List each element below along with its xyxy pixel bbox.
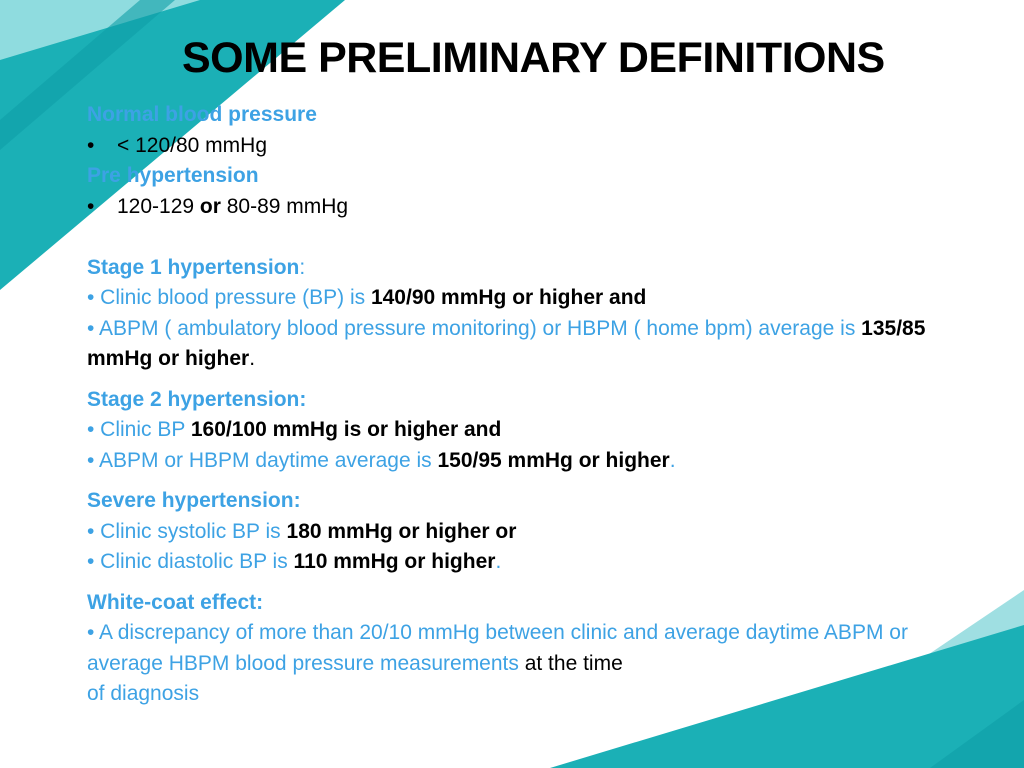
- stage2-b2-text: • ABPM or HBPM daytime average is: [87, 448, 438, 472]
- definitions-body: Normal blood pressure • < 120/80 mmHg Pre…: [87, 100, 967, 710]
- stage2-b1-text: • Clinic BP: [87, 418, 191, 441]
- severe-heading: Severe hypertension:: [87, 489, 301, 512]
- stage1-b2-bold: 135/85 mmHg or higher: [87, 316, 926, 371]
- bottom-right-dark-stripe: [930, 700, 1024, 768]
- normal-bp-value: < 120/80 mmHg: [117, 133, 267, 157]
- severe-b2-bold: 110 mmHg or higher: [293, 550, 496, 573]
- stage1-bullet-1: • Clinic blood pressure (BP) is 140/90 m…: [87, 283, 967, 314]
- stage1-heading: Stage 1 hypertension:: [87, 253, 967, 284]
- normal-bp-item: • < 120/80 mmHg: [87, 131, 967, 162]
- stage1-b1-bold: 140/90 mmHg or higher and: [370, 286, 647, 309]
- bullet: •: [87, 194, 95, 218]
- white-coat-b1-text: • A discrepancy of more than 20/10 mmHg …: [87, 621, 908, 675]
- pre-hypertension-heading: Pre hypertension: [87, 164, 259, 187]
- slide-title: SOME PRELIMINARY DEFINITIONS: [182, 34, 885, 82]
- stage2-b2-end: .: [669, 448, 676, 472]
- white-coat-heading: White-coat effect:: [87, 590, 264, 614]
- stage2-heading: Stage 2 hypertension:: [87, 387, 307, 411]
- normal-bp-heading: Normal blood pressure: [87, 103, 317, 126]
- severe-bullet-1: • Clinic systolic BP is 180 mmHg or high…: [87, 517, 967, 548]
- stage2-b1-bold: 160/100 mmHg is or higher and: [190, 418, 502, 441]
- pre-hypertension-or: or: [199, 194, 221, 218]
- severe-b1-text: • Clinic systolic BP is: [87, 519, 287, 543]
- stage1-bullet-2: • ABPM ( ambulatory blood pressure monit…: [87, 314, 967, 375]
- pre-hypertension-item: • 120-129 or 80-89 mmHg: [87, 192, 967, 223]
- severe-bullet-2: • Clinic diastolic BP is 110 mmHg or hig…: [87, 547, 967, 578]
- spacer: [87, 222, 967, 253]
- stage1-heading-text: Stage 1 hypertension: [87, 255, 300, 279]
- stage1-b1-text: • Clinic blood pressure (BP) is: [87, 286, 371, 309]
- stage2-b2-bold: 150/95 mmHg or higher: [437, 448, 670, 472]
- bullet: •: [87, 133, 95, 157]
- stage2-bullet-2: • ABPM or HBPM daytime average is 150/95…: [87, 446, 967, 477]
- white-coat-b1-black: at the time: [518, 651, 623, 675]
- stage1-b2-end: .: [249, 347, 256, 370]
- severe-b1-bold: 180 mmHg or higher or: [286, 519, 517, 543]
- pre-hypertension-value-b: 80-89 mmHg: [220, 194, 349, 218]
- stage1-b2-text: • ABPM ( ambulatory blood pressure monit…: [87, 316, 862, 340]
- top-left-dark-stripe: [0, 0, 175, 150]
- white-coat-bullet: • A discrepancy of more than 20/10 mmHg …: [87, 618, 967, 710]
- bottom-right-teal-shape: [550, 625, 1024, 768]
- stage2-bullet-1: • Clinic BP 160/100 mmHg is or higher an…: [87, 415, 967, 446]
- stage1-heading-colon: :: [299, 255, 306, 279]
- pre-hypertension-value-a: 120-129: [117, 194, 200, 218]
- severe-b2-end: .: [495, 550, 502, 573]
- white-coat-b1-end: of diagnosis: [87, 682, 200, 705]
- severe-b2-text: • Clinic diastolic BP is: [87, 550, 294, 573]
